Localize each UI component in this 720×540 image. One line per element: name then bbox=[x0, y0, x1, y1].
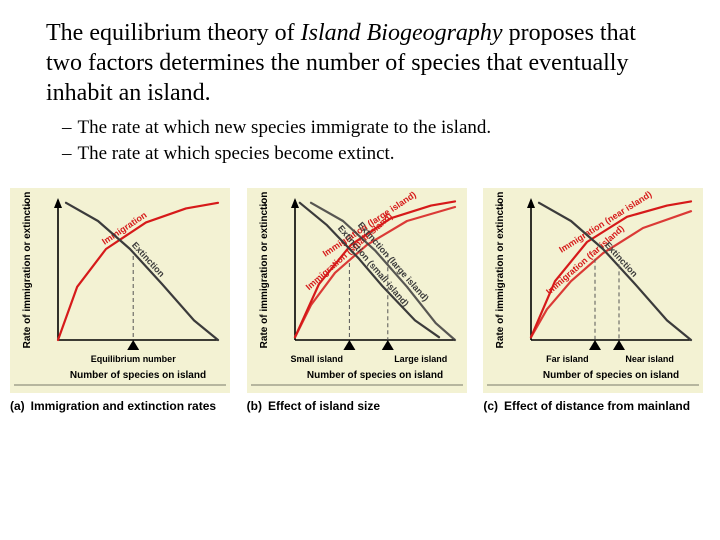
svg-text:Number of species on island: Number of species on island bbox=[543, 370, 679, 381]
dash-icon: – bbox=[62, 116, 72, 140]
panel-c-caption: (c) Effect of distance from mainland bbox=[483, 399, 710, 413]
svg-text:Equilibrium number: Equilibrium number bbox=[91, 354, 177, 364]
panel-a: Rate of immigration or extinction→ Immigr… bbox=[10, 188, 237, 413]
heading-pre: The equilibrium theory of bbox=[46, 20, 301, 46]
svg-text:Rate of immigration or extinct: Rate of immigration or extinction bbox=[22, 191, 33, 348]
panel-a-svg: Rate of immigration or extinction→Immigr… bbox=[10, 188, 237, 393]
panel-b-tag: (b) bbox=[247, 399, 262, 413]
svg-text:Rate of immigration or extinct: Rate of immigration or extinction bbox=[495, 191, 506, 348]
dash-icon: – bbox=[62, 142, 72, 166]
bullet-list: –The rate at which new species immigrate… bbox=[62, 116, 674, 166]
panel-a-caption-text: Immigration and extinction rates bbox=[31, 399, 216, 413]
svg-text:Large island: Large island bbox=[394, 354, 447, 364]
figure-row: Rate of immigration or extinction→Immigr… bbox=[0, 188, 720, 413]
panel-b-caption-text: Effect of island size bbox=[268, 399, 380, 413]
svg-text:Far island: Far island bbox=[546, 354, 589, 364]
list-item: –The rate at which new species immigrate… bbox=[62, 116, 674, 140]
list-item: –The rate at which species become extinc… bbox=[62, 142, 674, 166]
panel-c-svg: Rate of immigration or extinction→Immigr… bbox=[483, 188, 710, 393]
panel-a-caption: (a) Immigration and extinction rates bbox=[10, 399, 237, 413]
panel-c: Rate of immigration or extinction→Immigr… bbox=[483, 188, 710, 413]
panel-c-tag: (c) bbox=[483, 399, 498, 413]
svg-text:Number of species on island: Number of species on island bbox=[307, 370, 443, 381]
svg-text:→: → bbox=[494, 200, 506, 211]
panel-b-caption: (b) Effect of island size bbox=[247, 399, 474, 413]
page-title: The equilibrium theory of Island Biogeog… bbox=[46, 18, 674, 108]
panel-b: Rate of immigration or extinction→Immigr… bbox=[247, 188, 474, 413]
svg-text:Near island: Near island bbox=[626, 354, 675, 364]
svg-text:→: → bbox=[21, 200, 33, 211]
panel-b-svg: Rate of immigration or extinction→Immigr… bbox=[247, 188, 474, 393]
heading-ital: Island Biogeography bbox=[301, 20, 503, 46]
bullet-text: The rate at which new species immigrate … bbox=[78, 116, 492, 140]
svg-text:→: → bbox=[258, 200, 270, 211]
panel-c-caption-text: Effect of distance from mainland bbox=[504, 399, 690, 413]
svg-text:Number of species on island: Number of species on island bbox=[70, 370, 206, 381]
bullet-text: The rate at which species become extinct… bbox=[78, 142, 395, 166]
svg-text:Small island: Small island bbox=[290, 354, 343, 364]
svg-text:Rate of immigration or extinct: Rate of immigration or extinction bbox=[259, 191, 270, 348]
panel-a-tag: (a) bbox=[10, 399, 25, 413]
